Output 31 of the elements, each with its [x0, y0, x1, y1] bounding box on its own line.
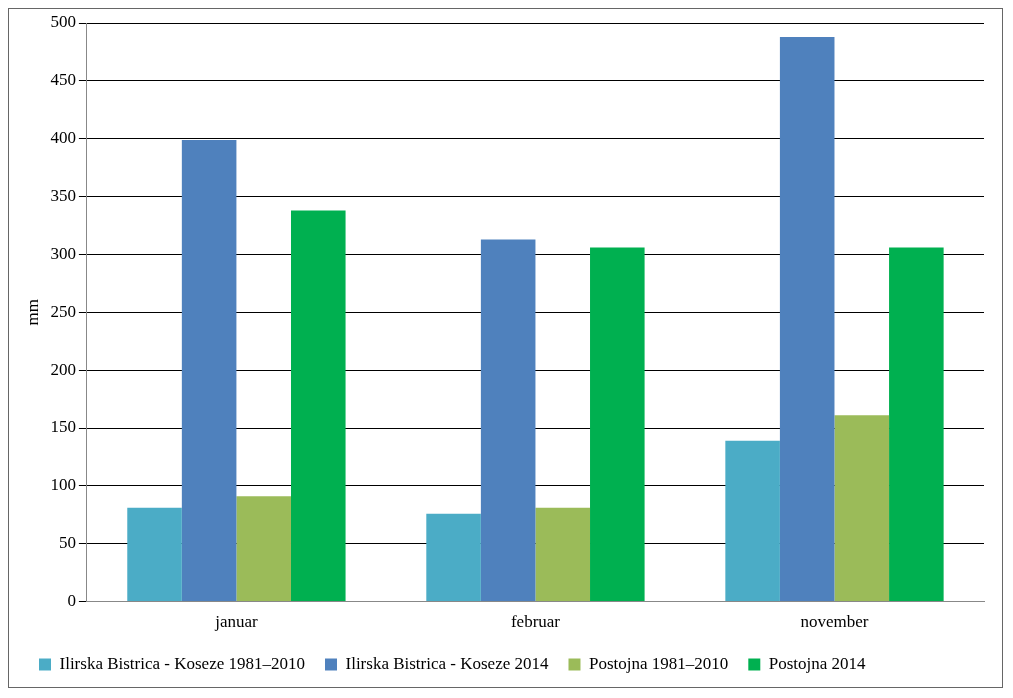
bar	[127, 507, 182, 602]
bar	[290, 210, 346, 602]
y-axis-title: mm	[22, 299, 42, 326]
y-tick-label: 250	[50, 301, 76, 321]
x-tick-label: november	[800, 612, 869, 632]
legend-label: Ilirska Bistrica - Koseze 2014	[345, 653, 549, 673]
x-tick-label: februar	[510, 612, 561, 632]
bar	[181, 139, 237, 602]
bar	[535, 507, 591, 602]
y-tick-label: 300	[50, 243, 76, 263]
bar	[590, 247, 645, 602]
bar	[889, 247, 944, 602]
y-tick-label: 500	[50, 12, 76, 32]
y-tick-label: 100	[50, 475, 76, 495]
y-tick-label: 200	[50, 359, 76, 379]
bar	[480, 239, 536, 602]
y-tick-label: 50	[58, 533, 76, 553]
bar	[834, 415, 890, 602]
y-tick-label: 150	[50, 417, 76, 437]
y-tick-label: 0	[67, 591, 76, 611]
legend-label: Ilirska Bistrica - Koseze 1981–2010	[59, 653, 305, 673]
y-tick-label: 400	[50, 128, 76, 148]
bar	[725, 440, 780, 602]
bar	[779, 36, 835, 602]
x-tick-label: januar	[214, 612, 258, 632]
legend-label: Postojna 1981–2010	[588, 653, 729, 673]
legend-label: Postojna 2014	[768, 653, 867, 673]
y-tick-label: 350	[50, 186, 76, 206]
y-tick-label: 450	[50, 70, 76, 90]
bar	[236, 496, 291, 602]
bar	[426, 513, 481, 602]
